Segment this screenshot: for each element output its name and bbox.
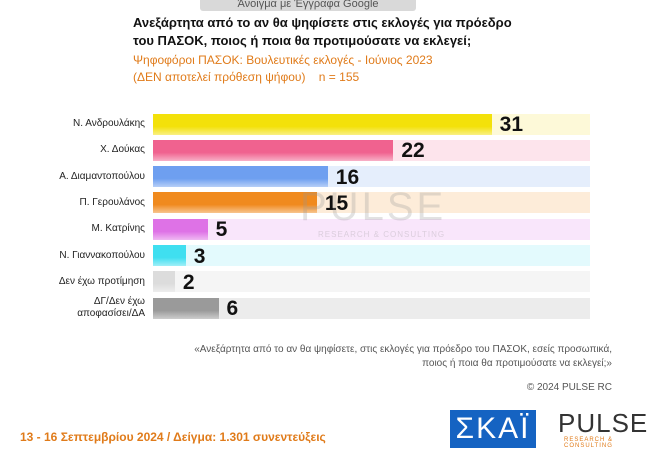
- watermark: PULSE: [300, 185, 447, 229]
- value-label: 5: [215, 218, 228, 242]
- category-label: Ν. Ανδρουλάκης: [72, 118, 145, 129]
- chart-title: Ανεξάρτητα από το αν θα ψηφίσετε στις εκ…: [133, 15, 512, 48]
- watermark-sub: RESEARCH & CONSULTING: [318, 230, 446, 239]
- category-label: Ν. Γιαννακοπούλου: [59, 249, 145, 261]
- bar-track: [153, 245, 590, 266]
- category-label: ΔΓ/Δεν έχω αποφασίσει/ΔΑ: [77, 296, 145, 320]
- category-label: Π. Γερουλάνος: [79, 196, 145, 208]
- bar: [153, 166, 328, 188]
- pulse-logo: PULSE: [558, 408, 649, 438]
- bar: [153, 113, 492, 135]
- value-label: 31: [499, 113, 524, 136]
- bar-track: [153, 218, 590, 240]
- bar: [153, 271, 175, 293]
- category-label: Α. Διαμαντοπούλου: [59, 170, 145, 182]
- open-button[interactable]: Άνοιγμα με Έγγραφα Google: [200, 0, 416, 11]
- chart-subtitle: Ψηφοφόροι ΠΑΣΟΚ: Βουλευτικές εκλογές - Ι…: [133, 53, 433, 84]
- pulse-logo-sub: RESEARCH & CONSULTING: [564, 437, 614, 449]
- bar: [153, 192, 317, 214]
- footer: 13 - 16 Σεπτεμβρίου 2024 / Δείγμα: 1.301…: [20, 430, 326, 444]
- value-label: 16: [335, 165, 360, 189]
- category-label: Μ. Κατρίνης: [91, 223, 145, 235]
- value-label: 3: [193, 244, 206, 268]
- bar-track: [153, 297, 590, 319]
- bar: [153, 139, 394, 161]
- value-label: 6: [226, 297, 239, 321]
- bar-track: [153, 271, 590, 293]
- value-label: 22: [401, 139, 425, 163]
- bar: [153, 218, 208, 240]
- bar: [153, 297, 219, 319]
- note: «Ανεξάρτητα από το αν θα ψηφίσετε, στις …: [194, 344, 612, 369]
- bar: [153, 245, 186, 266]
- copyright: © 2024 PULSE RC: [526, 382, 612, 393]
- skai-logo: ΣΚΑΪ: [450, 410, 536, 448]
- category-label: Δεν έχω προτίμηση: [58, 275, 145, 287]
- value-label: 2: [182, 270, 195, 294]
- value-label: 15: [324, 191, 349, 215]
- category-label: Χ. Δούκας: [100, 144, 145, 156]
